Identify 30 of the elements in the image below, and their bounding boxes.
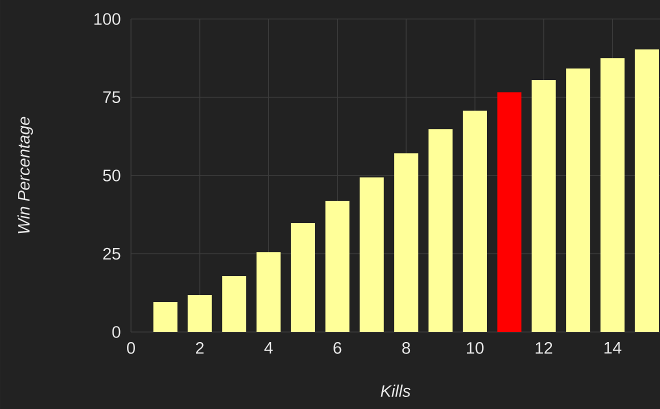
- y-tick-label: 75: [103, 91, 120, 104]
- x-tick-label: 8: [402, 342, 410, 354]
- y-tick-label: 0: [112, 326, 120, 338]
- x-tick-label: 14: [604, 342, 622, 354]
- bar: [222, 276, 246, 332]
- bar: [290, 223, 316, 332]
- bar: [325, 200, 350, 332]
- bar: [462, 110, 487, 332]
- x-tick-label: 12: [536, 342, 552, 354]
- y-axis-title: Win Percentage: [17, 116, 33, 234]
- y-tick-label: 25: [103, 248, 120, 260]
- y-tick-label: 100: [94, 13, 120, 25]
- bar: [256, 252, 281, 332]
- bar: [394, 153, 418, 332]
- x-tick-label: 4: [264, 342, 273, 354]
- x-tick-label: 2: [196, 342, 204, 354]
- bar: [188, 295, 212, 332]
- x-tick-label: 10: [466, 342, 484, 354]
- bar: [428, 129, 453, 332]
- bar: [497, 92, 522, 332]
- x-tick-label: 6: [334, 342, 342, 354]
- bar: [532, 80, 556, 332]
- bar: [360, 177, 384, 332]
- bar: [600, 58, 625, 332]
- y-tick-label: 50: [103, 170, 120, 182]
- bar: [634, 49, 659, 332]
- bar: [153, 302, 178, 332]
- x-axis-title: Kills: [380, 384, 410, 397]
- x-tick-label: 0: [127, 342, 135, 354]
- bar: [566, 68, 590, 332]
